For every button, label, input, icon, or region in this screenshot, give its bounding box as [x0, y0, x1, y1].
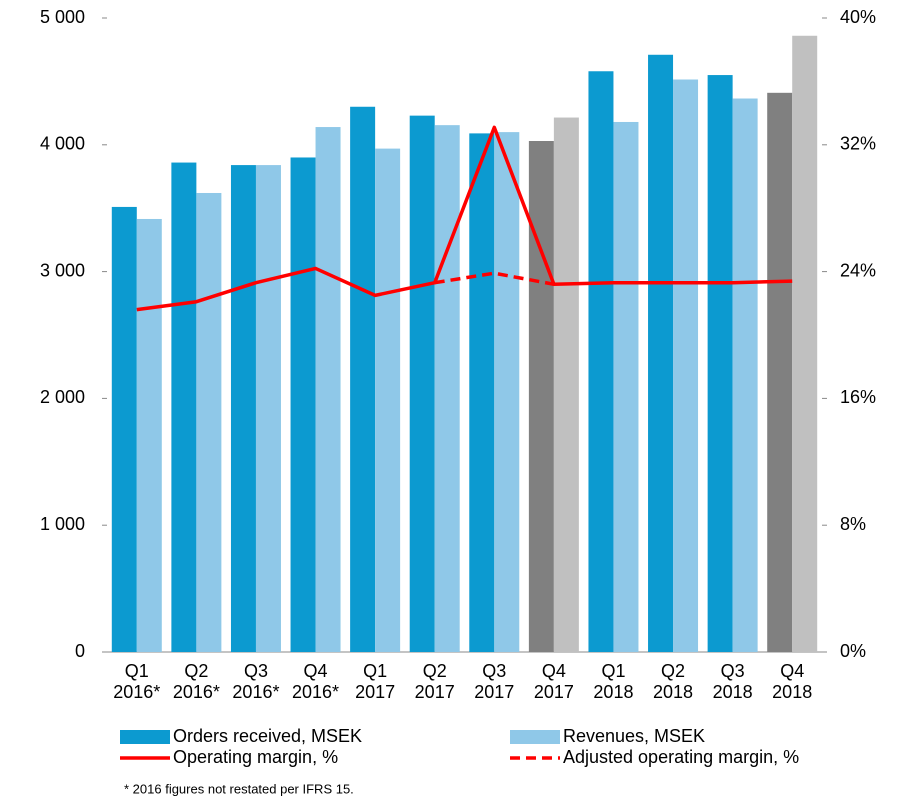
- y-tick-label: 4 000: [40, 134, 85, 154]
- x-tick-label: Q4 2016*: [292, 661, 339, 702]
- bar: [528, 140, 554, 652]
- y-tick-label: 1 000: [40, 514, 85, 534]
- x-tick-label: Q1 2016*: [113, 661, 160, 702]
- legend-label: Operating margin, %: [173, 747, 338, 767]
- bar: [409, 115, 435, 653]
- legend-swatch: [120, 730, 170, 744]
- bar: [648, 54, 674, 653]
- legend-label: Orders received, MSEK: [173, 726, 362, 746]
- bar: [136, 218, 162, 652]
- x-tick-label: Q2 2018: [653, 661, 693, 702]
- y2-tick-label: 16%: [840, 387, 876, 407]
- bar: [171, 162, 197, 652]
- y2-tick-label: 32%: [840, 134, 876, 154]
- bar: [375, 148, 401, 652]
- bar: [553, 117, 579, 652]
- x-tick-label: Q3 2016*: [232, 661, 279, 702]
- bar: [196, 192, 222, 652]
- legend-label: Adjusted operating margin, %: [563, 747, 799, 767]
- bar: [707, 75, 733, 652]
- bar: [111, 206, 137, 652]
- y2-tick-label: 0%: [840, 641, 866, 661]
- y2-tick-label: 8%: [840, 514, 866, 534]
- y-tick-label: 0: [75, 641, 85, 661]
- footnote: * 2016 figures not restated per IFRS 15.: [124, 781, 354, 796]
- y-tick-label: 3 000: [40, 260, 85, 280]
- bar: [315, 127, 341, 653]
- bar: [767, 92, 793, 652]
- bar: [494, 132, 520, 652]
- bar: [613, 121, 639, 652]
- x-tick-label: Q2 2016*: [173, 661, 220, 702]
- x-tick-label: Q1 2018: [593, 661, 633, 702]
- x-tick-label: Q4 2018: [772, 661, 812, 702]
- bar: [792, 35, 818, 652]
- x-tick-label: Q3 2018: [713, 661, 753, 702]
- bar: [732, 98, 758, 652]
- bar: [255, 165, 281, 652]
- legend-swatch: [510, 730, 560, 744]
- bar: [588, 71, 614, 653]
- y2-tick-label: 24%: [840, 260, 876, 280]
- y2-tick-label: 40%: [840, 7, 876, 27]
- x-tick-label: Q1 2017: [355, 661, 395, 702]
- x-tick-label: Q4 2017: [534, 661, 574, 702]
- x-tick-label: Q2 2017: [415, 661, 455, 702]
- line: [434, 271, 555, 287]
- bar: [290, 157, 316, 653]
- bar: [673, 79, 699, 653]
- x-tick-label: Q3 2017: [474, 661, 514, 702]
- legend-label: Revenues, MSEK: [563, 726, 705, 746]
- y-tick-label: 2 000: [40, 387, 85, 407]
- bar: [230, 165, 256, 652]
- bar: [434, 125, 460, 653]
- bar: [469, 133, 495, 652]
- line: [136, 125, 793, 312]
- y-tick-label: 5 000: [40, 7, 85, 27]
- bar: [350, 106, 376, 652]
